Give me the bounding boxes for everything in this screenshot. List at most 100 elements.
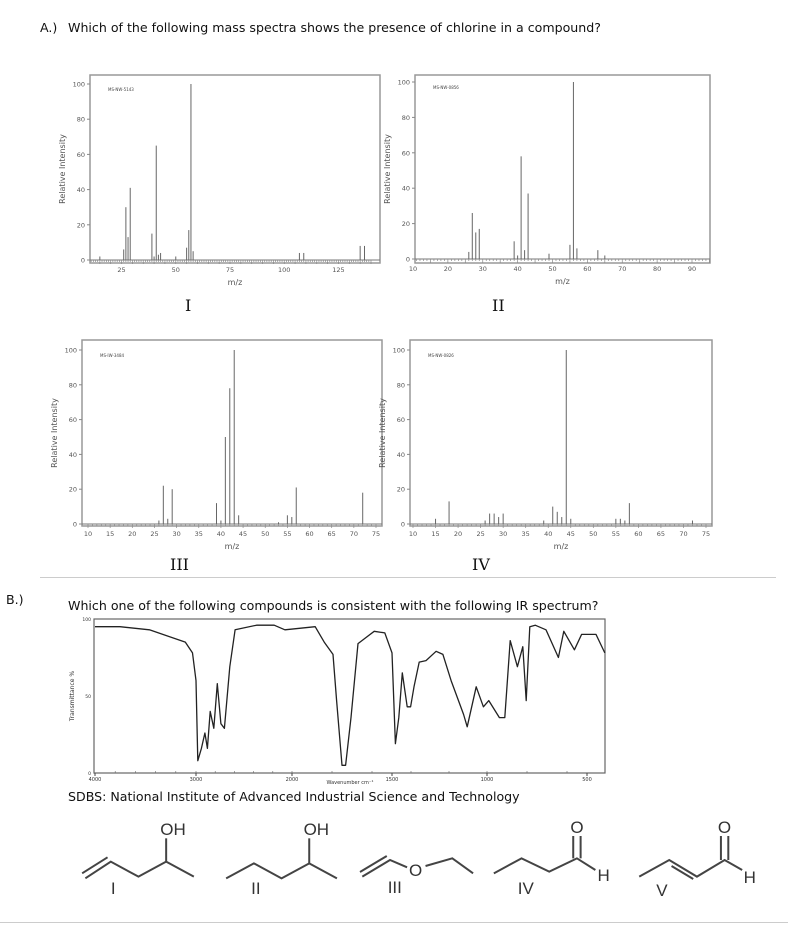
compound-iii-o: O — [409, 860, 423, 880]
y-tick-label: 0 — [81, 257, 85, 265]
part-b-question: Which one of the following compounds is … — [68, 598, 599, 613]
source-caption: SDBS: National Institute of Advanced Ind… — [68, 789, 520, 804]
ir-y-axis-label: Transmittance % — [69, 671, 76, 722]
x-tick-label: 55 — [283, 530, 291, 538]
x-tick-label: 10 — [409, 265, 417, 273]
x-tick-label: 70 — [350, 530, 358, 538]
x-tick-label: 40 — [544, 530, 552, 538]
y-tick-label: 100 — [73, 81, 85, 89]
x-tick-label: 75 — [372, 530, 380, 538]
y-tick-label: 80 — [77, 116, 85, 124]
y-tick-label: 60 — [69, 416, 77, 424]
y-tick-label: 60 — [397, 416, 405, 424]
x-tick-label: 70 — [679, 530, 687, 538]
y-tick-label: 0 — [73, 521, 77, 529]
x-tick-label: 20 — [454, 530, 462, 538]
x-tick-label: 55 — [612, 530, 620, 538]
compound-iv-numeral: IV — [517, 879, 534, 899]
compound-i-skeleton — [82, 838, 194, 878]
spectrum-label-iii: III — [170, 555, 189, 574]
ir-plot-frame — [93, 618, 606, 774]
x-tick-label: 65 — [328, 530, 336, 538]
compound-i-numeral: I — [110, 879, 116, 899]
ir-x-tick-label: 1500 — [386, 777, 399, 783]
ir-x-tick-label: 3000 — [190, 777, 203, 783]
x-tick-label: 30 — [479, 265, 487, 273]
compound-iv-h: H — [597, 866, 610, 885]
spectrum-id: MS-NW-5143 — [108, 87, 134, 92]
spectrum-label-iv: IV — [472, 555, 490, 574]
y-axis-label: Relative Intensity — [378, 398, 387, 468]
y-tick-label: 20 — [77, 221, 85, 229]
x-tick-label: 50 — [172, 266, 180, 274]
compound-iv-o: O — [570, 817, 584, 837]
ir-y-tick-label: 0 — [88, 771, 91, 777]
compound-structures: OH I OH II O III O H IV O H V — [60, 810, 780, 920]
ir-transmittance-curve — [95, 624, 606, 766]
x-tick-label: 75 — [226, 266, 234, 274]
x-tick-label: 20 — [128, 530, 136, 538]
ir-y-tick-label: 50 — [85, 694, 91, 700]
x-axis-label: m/z — [228, 278, 243, 287]
y-tick-label: 0 — [401, 521, 405, 529]
y-tick-label: 100 — [398, 79, 410, 87]
y-tick-label: 60 — [77, 151, 85, 159]
compound-v-o: O — [717, 817, 732, 837]
x-tick-label: 15 — [106, 530, 114, 538]
ir-x-tick-label: 500 — [582, 777, 592, 783]
y-tick-label: 80 — [397, 381, 405, 389]
plot-frame — [414, 74, 711, 264]
x-tick-label: 125 — [332, 266, 344, 274]
y-tick-label: 80 — [69, 381, 77, 389]
ir-y-tick-label: 100 — [82, 617, 91, 623]
plot-frame — [409, 339, 713, 527]
compound-iii-numeral: III — [387, 878, 402, 898]
y-tick-label: 60 — [402, 149, 410, 157]
compound-iii-skeleton — [360, 856, 473, 877]
ir-x-tick-label: 2000 — [286, 777, 299, 783]
x-tick-label: 25 — [476, 530, 484, 538]
bottom-divider — [0, 922, 788, 923]
plot-frame — [89, 74, 381, 264]
x-tick-label: 70 — [618, 265, 626, 273]
compound-iv-skeleton — [494, 836, 596, 873]
compound-ii-oh: OH — [303, 819, 330, 839]
x-tick-label: 15 — [431, 530, 439, 538]
compound-ii-skeleton — [226, 838, 337, 878]
spectrum-id: MS-NW-0826 — [428, 353, 454, 358]
x-tick-label: 35 — [522, 530, 530, 538]
structure-bonds — [60, 810, 780, 920]
compound-i-oh: OH — [160, 819, 186, 839]
mass-spectrum-4: 10 15 20 25 30 35 40 45 50 55 60 65 70 75 0 20 40 60 80 100… — [378, 339, 713, 551]
part-a-label: A.) — [40, 20, 58, 35]
y-axis-label: Relative Intensity — [50, 398, 59, 468]
x-tick-label: 90 — [688, 265, 696, 273]
x-tick-label: 50 — [548, 265, 556, 273]
spectrum-label-ii: II — [492, 296, 505, 315]
x-tick-label: 35 — [195, 530, 203, 538]
y-axis-label: Relative Intensity — [58, 134, 67, 204]
x-axis-label: m/z — [555, 277, 570, 286]
x-tick-label: 60 — [305, 530, 313, 538]
x-tick-label: 80 — [653, 265, 661, 273]
y-tick-label: 20 — [69, 486, 77, 494]
x-tick-label: 40 — [217, 530, 225, 538]
x-tick-label: 50 — [589, 530, 597, 538]
x-axis-label: m/z — [225, 542, 240, 551]
y-tick-label: 80 — [402, 114, 410, 122]
compound-v-skeleton — [639, 836, 742, 879]
x-tick-label: 25 — [117, 266, 125, 274]
x-tick-label: 60 — [583, 265, 591, 273]
x-tick-label: 60 — [634, 530, 642, 538]
ir-spectrum: 4000 3000 2000 1500 1000 500 0 50 100 Wavenumber … — [69, 617, 606, 786]
x-tick-label: 10 — [84, 530, 92, 538]
compound-v-h: H — [743, 868, 756, 888]
y-tick-label: 100 — [65, 347, 77, 355]
section-divider — [40, 577, 776, 578]
y-tick-label: 40 — [77, 186, 85, 194]
x-tick-label: 10 — [409, 530, 417, 538]
spectrum-id: MS-IW-3484 — [100, 353, 124, 358]
ir-x-axis-label: Wavenumber cm⁻¹ — [326, 780, 373, 786]
x-axis-label: m/z — [554, 542, 569, 551]
y-axis-label: Relative Intensity — [383, 134, 392, 204]
